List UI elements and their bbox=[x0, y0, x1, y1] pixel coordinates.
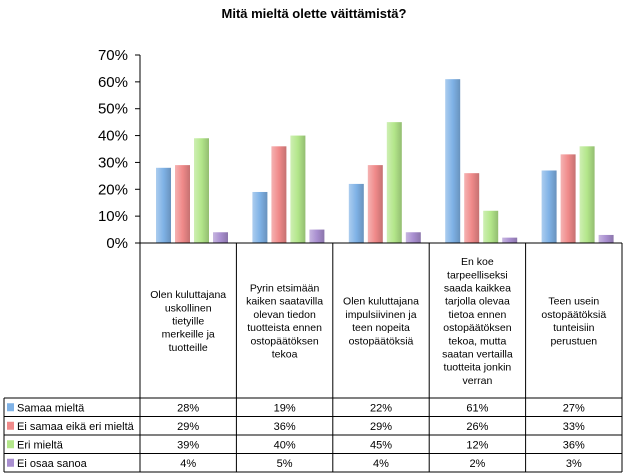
bars bbox=[156, 79, 614, 244]
category-label-line: En koe bbox=[461, 256, 494, 268]
category-label-line: tarjolla olevaa bbox=[445, 296, 510, 308]
legend-swatch bbox=[7, 458, 14, 467]
bar bbox=[598, 234, 614, 243]
category-label-line: tietoa ennen bbox=[448, 309, 506, 321]
category-label-line: teen nopeita bbox=[352, 322, 410, 334]
data-label: 40% bbox=[274, 439, 296, 451]
bar bbox=[309, 229, 325, 243]
category-label-line: Teen usein bbox=[548, 296, 599, 308]
bar bbox=[579, 146, 595, 243]
bar bbox=[445, 79, 461, 244]
category-label-line: ostopäätöksen bbox=[443, 322, 511, 334]
bar bbox=[502, 237, 518, 243]
category-label: En koe tarpeelliseksi saada kaikkea tarjoll… bbox=[442, 256, 513, 387]
y-tick-label: 30% bbox=[98, 154, 128, 171]
category-label: Teen usein ostopäätöksiä tunteisiin perustu… bbox=[541, 296, 606, 348]
y-axis: 0% 10% 20% 30% 40% 50% 60% 70% bbox=[98, 47, 141, 252]
data-label: 39% bbox=[177, 439, 199, 451]
legend-label: Samaa mieltä bbox=[17, 402, 85, 414]
y-tick-label: 50% bbox=[98, 101, 128, 118]
data-label: 36% bbox=[274, 421, 296, 433]
category-label-line: saatan vertailla bbox=[442, 349, 513, 361]
data-label: 45% bbox=[370, 439, 392, 451]
data-label: 3% bbox=[566, 458, 582, 470]
category-label-line: saada kaikkea bbox=[444, 283, 511, 295]
y-tick-label: 60% bbox=[98, 74, 128, 91]
data-label: 61% bbox=[466, 402, 488, 414]
y-tick-label: 70% bbox=[98, 47, 128, 64]
bar bbox=[405, 232, 421, 243]
y-tick-label: 0% bbox=[106, 235, 128, 252]
chart-title: Mitä mieltä olette väittämistä? bbox=[222, 6, 407, 21]
category-label-line: tietyille bbox=[172, 316, 204, 328]
bar bbox=[464, 173, 480, 243]
y-tick-label: 20% bbox=[98, 181, 128, 198]
bar bbox=[156, 167, 171, 243]
bar bbox=[213, 232, 228, 243]
data-label: 4% bbox=[373, 458, 389, 470]
category-label-line: Pyrin etsimään bbox=[250, 283, 320, 295]
bar bbox=[252, 191, 268, 243]
y-tick-label: 40% bbox=[98, 128, 128, 145]
legend-label: Ei osaa sanoa bbox=[17, 458, 88, 470]
category-label-line: impulsiivinen ja bbox=[345, 309, 416, 321]
data-label: 28% bbox=[177, 402, 199, 414]
category-label: Olen kuluttajana uskollinen tietyille merke… bbox=[150, 289, 226, 354]
data-label: 26% bbox=[466, 421, 488, 433]
bar bbox=[175, 165, 190, 243]
category-label-line: tekoa bbox=[272, 349, 298, 361]
legend-swatch bbox=[7, 403, 14, 412]
category-label-line: tuotteita jonkin bbox=[444, 362, 512, 374]
bar bbox=[386, 122, 402, 243]
bar bbox=[560, 154, 576, 243]
category-label-line: tekoa, mutta bbox=[449, 335, 507, 347]
category-label-line: tunteisiin bbox=[553, 322, 595, 334]
data-label: 19% bbox=[274, 402, 296, 414]
category-label-line: uskollinen bbox=[165, 302, 212, 314]
data-label: 5% bbox=[277, 458, 293, 470]
category-label-line: ostopäätöksen bbox=[250, 335, 318, 347]
category-label-line: ostopäätöksiä bbox=[349, 335, 414, 347]
data-label: 29% bbox=[370, 421, 392, 433]
bar bbox=[367, 165, 383, 243]
category-label-line: perustuen bbox=[550, 335, 597, 347]
data-label: 22% bbox=[370, 402, 392, 414]
category-label: Pyrin etsimään kaiken saatavilla olevan ti… bbox=[246, 283, 323, 361]
category-label-line: tuotteille bbox=[169, 342, 208, 354]
category-label-line: tarpeelliseksi bbox=[447, 269, 508, 281]
data-label: 12% bbox=[466, 439, 488, 451]
y-tick-label: 10% bbox=[98, 208, 128, 225]
bar bbox=[290, 135, 306, 243]
bar bbox=[483, 210, 499, 243]
category-label-line: kaiken saatavilla bbox=[246, 296, 323, 308]
data-label: 33% bbox=[563, 421, 585, 433]
bar bbox=[271, 146, 287, 243]
data-label: 29% bbox=[177, 421, 199, 433]
category-label-line: ostopäätöksiä bbox=[541, 309, 606, 321]
legend-swatch bbox=[7, 440, 14, 449]
category-label-line: merkeille ja bbox=[162, 329, 215, 341]
category-label: Olen kuluttajana impulsiivinen ja teen nop… bbox=[343, 296, 419, 348]
bar bbox=[348, 183, 364, 243]
legend-label: Eri mieltä bbox=[17, 439, 64, 451]
data-table: Olen kuluttajana uskollinen tietyille merke… bbox=[3, 242, 623, 473]
data-label: 2% bbox=[469, 458, 485, 470]
category-label-line: Olen kuluttajana bbox=[343, 296, 419, 308]
category-label-line: Olen kuluttajana bbox=[150, 289, 226, 301]
category-label-line: tuotteista ennen bbox=[247, 322, 322, 334]
category-label-line: olevan tiedon bbox=[253, 309, 316, 321]
legend-swatch bbox=[7, 421, 14, 430]
legend-label: Ei samaa eikä eri mieltä bbox=[17, 421, 135, 433]
bar bbox=[194, 138, 209, 243]
data-label: 4% bbox=[180, 458, 196, 470]
data-label: 36% bbox=[563, 439, 585, 451]
category-label-line: verran bbox=[463, 375, 493, 387]
data-label: 27% bbox=[563, 402, 585, 414]
bar bbox=[541, 170, 557, 243]
